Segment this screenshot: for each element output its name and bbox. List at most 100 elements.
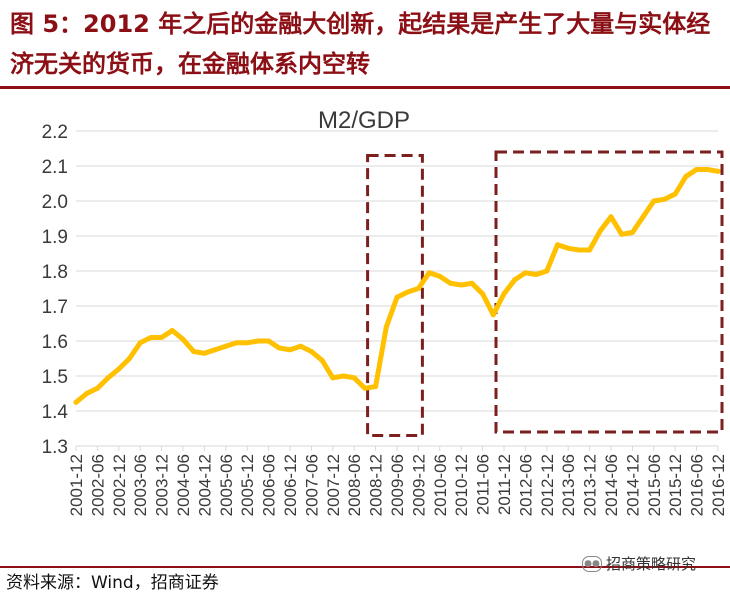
data-point bbox=[373, 384, 379, 389]
data-point bbox=[319, 357, 325, 363]
data-point bbox=[640, 214, 646, 220]
data-point bbox=[341, 373, 346, 379]
x-tick-label: 2004-06 bbox=[174, 454, 193, 516]
x-tick-label: 2014-06 bbox=[602, 454, 621, 516]
y-tick-label: 2.0 bbox=[42, 192, 68, 213]
y-tick-label: 1.5 bbox=[42, 367, 68, 388]
source-note: 资料来源：Wind，招商证券 bbox=[6, 573, 219, 593]
data-point bbox=[94, 385, 100, 391]
data-point bbox=[469, 280, 475, 286]
watermark-text: 招商策略研究 bbox=[606, 555, 697, 573]
data-point bbox=[437, 273, 443, 279]
x-tick-label: 2006-12 bbox=[281, 454, 300, 516]
x-tick-label: 2001-12 bbox=[67, 454, 86, 516]
x-tick-label: 2010-12 bbox=[452, 454, 471, 516]
data-point bbox=[619, 231, 625, 237]
y-tick-label: 1.7 bbox=[42, 297, 68, 318]
data-point bbox=[73, 399, 79, 405]
x-tick-label: 2016-06 bbox=[688, 454, 707, 516]
data-point bbox=[223, 343, 229, 349]
y-tick-label: 1.4 bbox=[42, 402, 69, 423]
data-point bbox=[415, 286, 421, 291]
data-point bbox=[276, 345, 282, 351]
x-tick-label: 2005-12 bbox=[238, 454, 257, 516]
data-point bbox=[565, 245, 571, 251]
data-point bbox=[501, 291, 507, 297]
data-point bbox=[683, 174, 689, 179]
data-point bbox=[255, 338, 261, 344]
series-line-m2-gdp bbox=[73, 167, 721, 405]
x-tick-label: 2015-12 bbox=[666, 454, 685, 516]
highlight-box-2 bbox=[494, 150, 724, 434]
data-point bbox=[608, 214, 614, 220]
data-point bbox=[512, 277, 518, 283]
data-point bbox=[287, 347, 293, 353]
data-point bbox=[448, 280, 453, 286]
x-tick-label: 2007-12 bbox=[324, 454, 343, 516]
series bbox=[73, 167, 721, 405]
data-point bbox=[234, 340, 239, 346]
gridlines bbox=[76, 130, 718, 447]
data-point bbox=[308, 349, 314, 354]
data-point bbox=[330, 375, 336, 381]
data-point bbox=[587, 247, 593, 253]
x-tick-label: 2013-12 bbox=[581, 454, 600, 516]
x-tick-label: 2011-06 bbox=[474, 454, 493, 515]
x-tick-label: 2007-06 bbox=[302, 454, 321, 516]
data-point bbox=[383, 324, 389, 330]
chart: M2/GDP 2.2 2.1 2.0 1.9 1.8 1.7 1.6 1.5 1.4 1.3 20… bbox=[42, 107, 728, 516]
x-tick-label: 2010-06 bbox=[431, 454, 450, 516]
data-point bbox=[490, 312, 496, 318]
x-tick-label: 2012-06 bbox=[516, 454, 535, 516]
highlight-box-1 bbox=[366, 154, 424, 437]
x-tick-label: 2008-06 bbox=[345, 454, 364, 516]
data-point bbox=[244, 340, 250, 346]
data-point bbox=[180, 336, 186, 342]
y-axis: 2.2 2.1 2.0 1.9 1.8 1.7 1.6 1.5 1.4 1.3 bbox=[42, 122, 69, 458]
source-divider bbox=[0, 566, 730, 568]
x-tick-label: 2003-06 bbox=[131, 454, 150, 516]
title-divider bbox=[0, 86, 730, 89]
y-tick-label: 2.2 bbox=[42, 122, 68, 143]
data-point bbox=[201, 350, 207, 356]
data-point bbox=[159, 335, 165, 340]
data-point bbox=[522, 270, 528, 276]
data-point bbox=[426, 270, 432, 276]
y-tick-label: 1.3 bbox=[42, 437, 68, 458]
data-point bbox=[704, 167, 710, 172]
x-tick-label: 2015-06 bbox=[645, 454, 664, 516]
data-point bbox=[84, 391, 90, 396]
x-tick-label: 2013-06 bbox=[559, 454, 578, 516]
x-tick-label: 2014-12 bbox=[623, 454, 642, 516]
chart-title: M2/GDP bbox=[318, 107, 410, 134]
x-tick-label: 2009-06 bbox=[388, 454, 407, 516]
data-point bbox=[212, 347, 218, 353]
data-point bbox=[394, 294, 400, 300]
x-tick-label: 2002-06 bbox=[88, 454, 107, 516]
data-point bbox=[137, 340, 143, 346]
data-point bbox=[362, 385, 368, 391]
data-point bbox=[629, 230, 635, 235]
data-point bbox=[715, 168, 721, 174]
data-point bbox=[169, 328, 175, 333]
data-point bbox=[116, 366, 122, 372]
data-point bbox=[672, 191, 678, 197]
data-point bbox=[351, 375, 357, 381]
watermark: ●● 招商策略研究 bbox=[582, 553, 696, 574]
data-point bbox=[266, 338, 272, 344]
data-point bbox=[694, 167, 700, 172]
y-tick-label: 2.1 bbox=[42, 157, 68, 178]
data-point bbox=[105, 375, 111, 381]
data-point bbox=[298, 343, 304, 349]
data-point bbox=[576, 247, 582, 253]
data-point bbox=[148, 335, 154, 340]
data-point bbox=[480, 291, 486, 297]
data-point bbox=[405, 289, 411, 295]
x-tick-label: 2002-12 bbox=[110, 454, 129, 516]
x-tick-label: 2003-12 bbox=[153, 454, 172, 516]
x-axis: 2001-12 2002-06 2002-12 2003-06 2003-12 2004-… bbox=[67, 446, 728, 516]
y-tick-label: 1.8 bbox=[42, 262, 68, 283]
data-point bbox=[651, 198, 657, 204]
y-tick-label: 1.9 bbox=[42, 227, 68, 248]
x-tick-label: 2012-12 bbox=[538, 454, 557, 516]
